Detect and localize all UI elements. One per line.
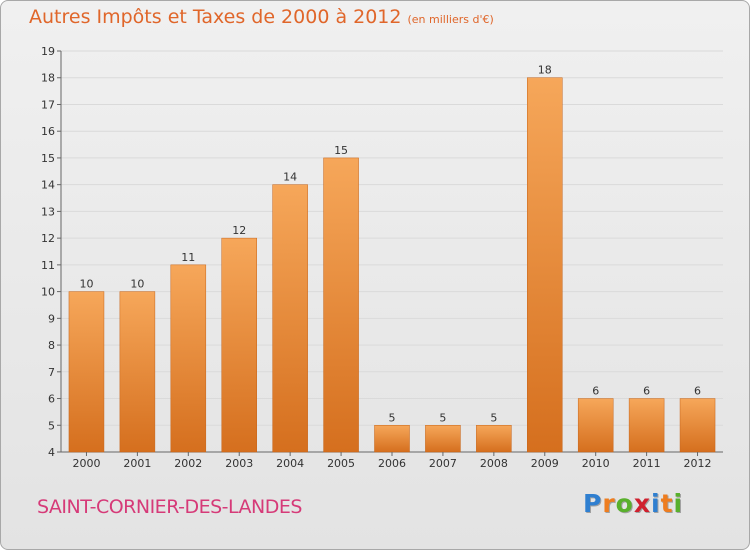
bar-2009 [527, 77, 563, 453]
data-label-2004: 14 [283, 171, 297, 184]
data-label-2006: 5 [389, 411, 396, 424]
logo-letter: t [660, 489, 674, 518]
logo-letter: r [602, 489, 616, 518]
data-label-2011: 6 [643, 385, 650, 398]
x-tick-label-2007: 2007 [429, 457, 457, 470]
commune-name: SAINT-CORNIER-DES-LANDES [37, 496, 302, 518]
bar-2012 [679, 398, 716, 453]
data-label-2010: 6 [592, 385, 599, 398]
bar-2011 [628, 398, 665, 453]
x-tick-label-2005: 2005 [327, 457, 355, 470]
y-tick-label: 16 [41, 125, 55, 138]
logo-letter: i [673, 489, 684, 518]
chart-title: Autres Impôts et Taxes de 2000 à 2012 (en… [29, 6, 494, 28]
y-tick-label: 9 [48, 312, 55, 325]
bar-2001 [119, 291, 156, 453]
x-tick-label-2008: 2008 [480, 457, 508, 470]
x-tick-label-2003: 2003 [225, 457, 253, 470]
x-tick-label-2002: 2002 [174, 457, 202, 470]
bar-2004 [272, 184, 308, 453]
proxiti-logo: Proxiti [583, 489, 683, 518]
x-tick-label-2012: 2012 [684, 457, 712, 470]
bar-2003 [221, 237, 257, 453]
x-tick-label-2000: 2000 [72, 457, 100, 470]
data-label-2005: 15 [334, 144, 348, 157]
data-label-2003: 12 [232, 224, 246, 237]
data-label-2002: 11 [181, 251, 195, 264]
data-label-2001: 10 [130, 278, 144, 291]
data-label-2012: 6 [694, 385, 701, 398]
x-tick-label-2009: 2009 [531, 457, 559, 470]
data-label-2009: 18 [538, 64, 552, 77]
y-tick-label: 8 [48, 339, 55, 352]
x-tick-label-2011: 2011 [633, 457, 661, 470]
title-text: Autres Impôts et Taxes de 2000 à 2012 [29, 6, 402, 28]
y-tick-label: 14 [41, 179, 55, 192]
logo-letter: i [651, 489, 661, 518]
data-label-2008: 5 [490, 411, 497, 424]
y-tick-label: 15 [41, 152, 55, 165]
y-tick-label: 11 [41, 259, 55, 272]
logo-letter: o [615, 489, 634, 518]
bar-2005 [323, 157, 359, 453]
logo-letter: P [583, 489, 603, 518]
unit-text: (en milliers d'€) [407, 13, 494, 26]
x-tick-label-2004: 2004 [276, 457, 304, 470]
bar-2000 [68, 291, 105, 453]
logo-letter: x [633, 489, 651, 518]
x-tick-label-2010: 2010 [582, 457, 610, 470]
y-tick-label: 12 [41, 232, 55, 245]
bar-2007 [425, 425, 461, 453]
y-tick-label: 4 [48, 446, 55, 459]
y-tick-label: 18 [41, 72, 55, 85]
x-tick-label-2006: 2006 [378, 457, 406, 470]
bar-2008 [476, 425, 512, 453]
y-tick-label: 17 [41, 98, 55, 111]
bar-2002 [170, 264, 207, 453]
y-tick-label: 13 [41, 205, 55, 218]
data-label-2000: 10 [79, 278, 93, 291]
y-tick-label: 6 [48, 393, 55, 406]
y-tick-label: 10 [41, 286, 55, 299]
y-tick-label: 5 [48, 419, 55, 432]
y-tick-label: 19 [41, 45, 55, 58]
y-tick-label: 7 [48, 366, 55, 379]
x-tick-label-2001: 2001 [123, 457, 151, 470]
bar-2010 [577, 398, 614, 453]
data-label-2007: 5 [439, 411, 446, 424]
bar-2006 [374, 425, 410, 453]
